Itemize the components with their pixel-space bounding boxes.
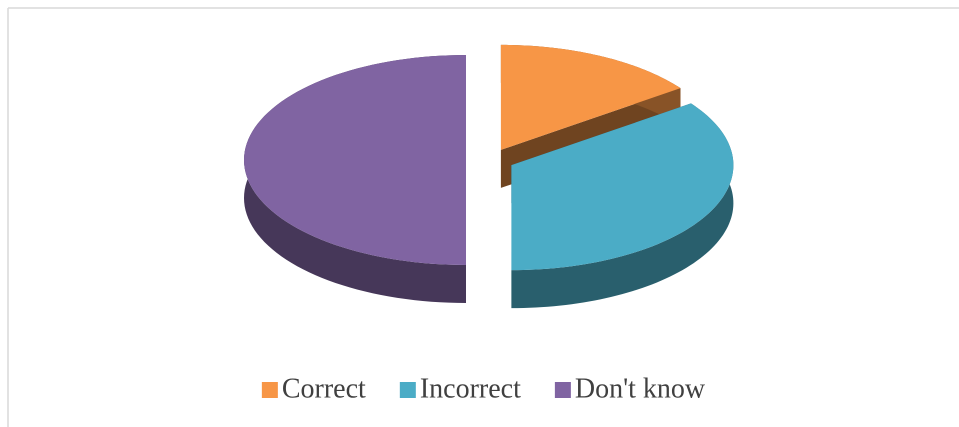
legend-label: Incorrect <box>420 373 521 404</box>
slice-top <box>511 103 734 271</box>
slice-top <box>500 44 681 150</box>
legend-label: Correct <box>282 373 366 404</box>
pie-slice <box>244 55 466 303</box>
pie-slice <box>511 103 734 309</box>
legend-swatch <box>261 382 278 398</box>
legend-swatch <box>554 382 571 398</box>
slice-side <box>511 103 734 309</box>
legend-label: Don't know <box>575 373 706 404</box>
slice-top <box>244 55 466 265</box>
legend-swatch <box>399 382 416 398</box>
